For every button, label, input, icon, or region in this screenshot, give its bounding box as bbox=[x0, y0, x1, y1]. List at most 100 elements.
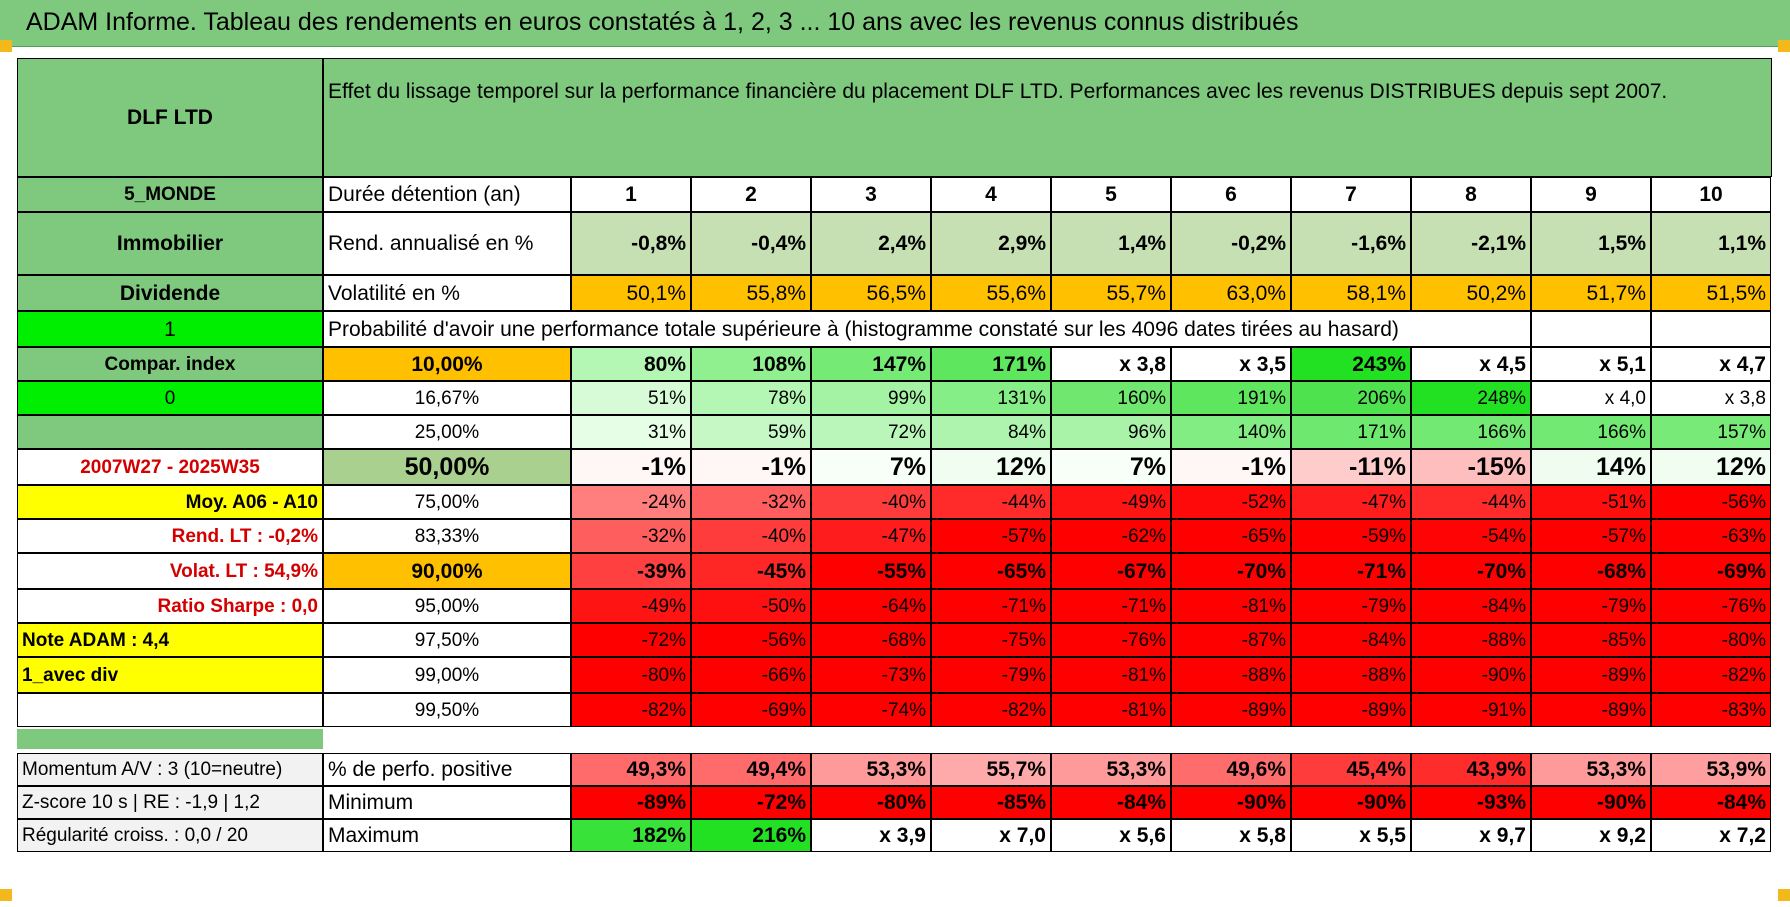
vol-value-3[interactable]: 56,5% bbox=[811, 275, 931, 311]
percentile-value[interactable]: 171% bbox=[931, 347, 1051, 381]
percentile-value[interactable]: -84% bbox=[1291, 623, 1411, 657]
percentile-value[interactable]: 7% bbox=[1051, 449, 1171, 485]
percentile-value[interactable]: 147% bbox=[811, 347, 931, 381]
maximum-value[interactable]: x 7,0 bbox=[931, 819, 1051, 852]
percentile-value[interactable]: -64% bbox=[811, 589, 931, 623]
percentile-value[interactable]: -82% bbox=[1651, 657, 1771, 693]
rend-lt-cell[interactable]: Rend. LT : -0,2% bbox=[17, 519, 323, 553]
percentile-value[interactable]: -65% bbox=[931, 553, 1051, 589]
percentile-value[interactable]: 72% bbox=[811, 415, 931, 449]
positive-perf-side-cell[interactable]: Momentum A/V : 3 (10=neutre) bbox=[17, 753, 323, 786]
rend-value-9[interactable]: 1,5% bbox=[1531, 212, 1651, 275]
year-header-6[interactable]: 6 bbox=[1171, 177, 1291, 212]
percentile-value[interactable]: 99% bbox=[811, 381, 931, 415]
year-header-8[interactable]: 8 bbox=[1411, 177, 1531, 212]
asset-type-cell[interactable]: Immobilier bbox=[17, 212, 323, 275]
percentile-value[interactable]: -79% bbox=[931, 657, 1051, 693]
percentile-label[interactable]: 99,00% bbox=[323, 657, 571, 693]
percentile-value[interactable]: 131% bbox=[931, 381, 1051, 415]
percentile-value[interactable]: 243% bbox=[1291, 347, 1411, 381]
percentile-value[interactable]: -49% bbox=[1051, 485, 1171, 519]
percentile-value[interactable]: 96% bbox=[1051, 415, 1171, 449]
percentile-value[interactable]: -49% bbox=[571, 589, 691, 623]
percentile-value[interactable]: 78% bbox=[691, 381, 811, 415]
percentile-value[interactable]: -88% bbox=[1171, 657, 1291, 693]
year-header-7[interactable]: 7 bbox=[1291, 177, 1411, 212]
percentile-value[interactable]: -63% bbox=[1651, 519, 1771, 553]
percentile-value[interactable]: -47% bbox=[811, 519, 931, 553]
vol-value-7[interactable]: 58,1% bbox=[1291, 275, 1411, 311]
percentile-value[interactable]: -56% bbox=[1651, 485, 1771, 519]
positive-perf-value[interactable]: 53,3% bbox=[1051, 753, 1171, 786]
rend-value-10[interactable]: 1,1% bbox=[1651, 212, 1771, 275]
percentile-value[interactable]: 80% bbox=[571, 347, 691, 381]
positive-perf-value[interactable]: 49,4% bbox=[691, 753, 811, 786]
percentile-value[interactable]: x 4,7 bbox=[1651, 347, 1771, 381]
maximum-value[interactable]: 216% bbox=[691, 819, 811, 852]
flag-2-cell[interactable]: 0 bbox=[17, 381, 323, 415]
percentile-value[interactable]: -68% bbox=[1531, 553, 1651, 589]
percentile-value[interactable]: -88% bbox=[1411, 623, 1531, 657]
percentile-value[interactable]: -72% bbox=[571, 623, 691, 657]
percentile-value[interactable]: -11% bbox=[1291, 449, 1411, 485]
percentile-value[interactable]: -71% bbox=[931, 589, 1051, 623]
rend-label[interactable]: Rend. annualisé en % bbox=[323, 212, 571, 275]
percentile-value[interactable]: -87% bbox=[1171, 623, 1291, 657]
vol-label[interactable]: Volatilité en % bbox=[323, 275, 571, 311]
avg-label-cell[interactable]: Moy. A06 - A10 bbox=[17, 485, 323, 519]
percentile-value[interactable]: -69% bbox=[691, 693, 811, 727]
percentile-value[interactable]: -1% bbox=[691, 449, 811, 485]
vol-value-6[interactable]: 63,0% bbox=[1171, 275, 1291, 311]
rend-value-2[interactable]: -0,4% bbox=[691, 212, 811, 275]
percentile-value[interactable]: -44% bbox=[931, 485, 1051, 519]
percentile-value[interactable]: 31% bbox=[571, 415, 691, 449]
percentile-label[interactable]: 90,00% bbox=[323, 553, 571, 589]
maximum-value[interactable]: x 9,7 bbox=[1411, 819, 1531, 852]
sharpe-cell[interactable]: Ratio Sharpe : 0,0 bbox=[17, 589, 323, 623]
percentile-value[interactable]: x 3,5 bbox=[1171, 347, 1291, 381]
percentile-value[interactable]: 14% bbox=[1531, 449, 1651, 485]
percentile-value[interactable]: -57% bbox=[1531, 519, 1651, 553]
percentile-value[interactable]: -39% bbox=[571, 553, 691, 589]
resize-handle-bottom-left[interactable] bbox=[0, 889, 12, 901]
percentile-value[interactable]: 12% bbox=[931, 449, 1051, 485]
percentile-value[interactable]: -76% bbox=[1051, 623, 1171, 657]
period-cell[interactable]: 2007W27 - 2025W35 bbox=[17, 449, 323, 485]
percentile-value[interactable]: -1% bbox=[1171, 449, 1291, 485]
percentile-value[interactable]: -76% bbox=[1651, 589, 1771, 623]
percentile-value[interactable]: -69% bbox=[1651, 553, 1771, 589]
percentile-value[interactable]: -79% bbox=[1291, 589, 1411, 623]
percentile-value[interactable]: 140% bbox=[1171, 415, 1291, 449]
minimum-value[interactable]: -93% bbox=[1411, 786, 1531, 819]
fund-name-cell[interactable]: DLF LTD bbox=[17, 58, 323, 177]
percentile-value[interactable]: 51% bbox=[571, 381, 691, 415]
percentile-value[interactable]: -59% bbox=[1291, 519, 1411, 553]
percentile-label[interactable]: 97,50% bbox=[323, 623, 571, 657]
percentile-value[interactable]: 166% bbox=[1411, 415, 1531, 449]
maximum-value[interactable]: x 7,2 bbox=[1651, 819, 1771, 852]
percentile-value[interactable]: -57% bbox=[931, 519, 1051, 553]
minimum-value[interactable]: -90% bbox=[1171, 786, 1291, 819]
percentile-label[interactable]: 50,00% bbox=[323, 449, 571, 485]
percentile-value[interactable]: -91% bbox=[1411, 693, 1531, 727]
percentile-value[interactable]: -1% bbox=[571, 449, 691, 485]
year-header-2[interactable]: 2 bbox=[691, 177, 811, 212]
rend-value-1[interactable]: -0,8% bbox=[571, 212, 691, 275]
minimum-value[interactable]: -84% bbox=[1051, 786, 1171, 819]
percentile-label[interactable]: 99,50% bbox=[323, 693, 571, 727]
minimum-value[interactable]: -90% bbox=[1531, 786, 1651, 819]
percentile-value[interactable]: -15% bbox=[1411, 449, 1531, 485]
rend-value-5[interactable]: 1,4% bbox=[1051, 212, 1171, 275]
vol-value-2[interactable]: 55,8% bbox=[691, 275, 811, 311]
percentile-value[interactable]: -55% bbox=[811, 553, 931, 589]
rend-value-6[interactable]: -0,2% bbox=[1171, 212, 1291, 275]
maximum-value[interactable]: x 5,5 bbox=[1291, 819, 1411, 852]
percentile-value[interactable]: -32% bbox=[691, 485, 811, 519]
spacer-bar[interactable] bbox=[17, 729, 323, 749]
percentile-value[interactable]: -50% bbox=[691, 589, 811, 623]
year-header-3[interactable]: 3 bbox=[811, 177, 931, 212]
positive-perf-value[interactable]: 49,3% bbox=[571, 753, 691, 786]
percentile-value[interactable]: 12% bbox=[1651, 449, 1771, 485]
percentile-value[interactable]: 59% bbox=[691, 415, 811, 449]
percentile-value[interactable]: -88% bbox=[1291, 657, 1411, 693]
